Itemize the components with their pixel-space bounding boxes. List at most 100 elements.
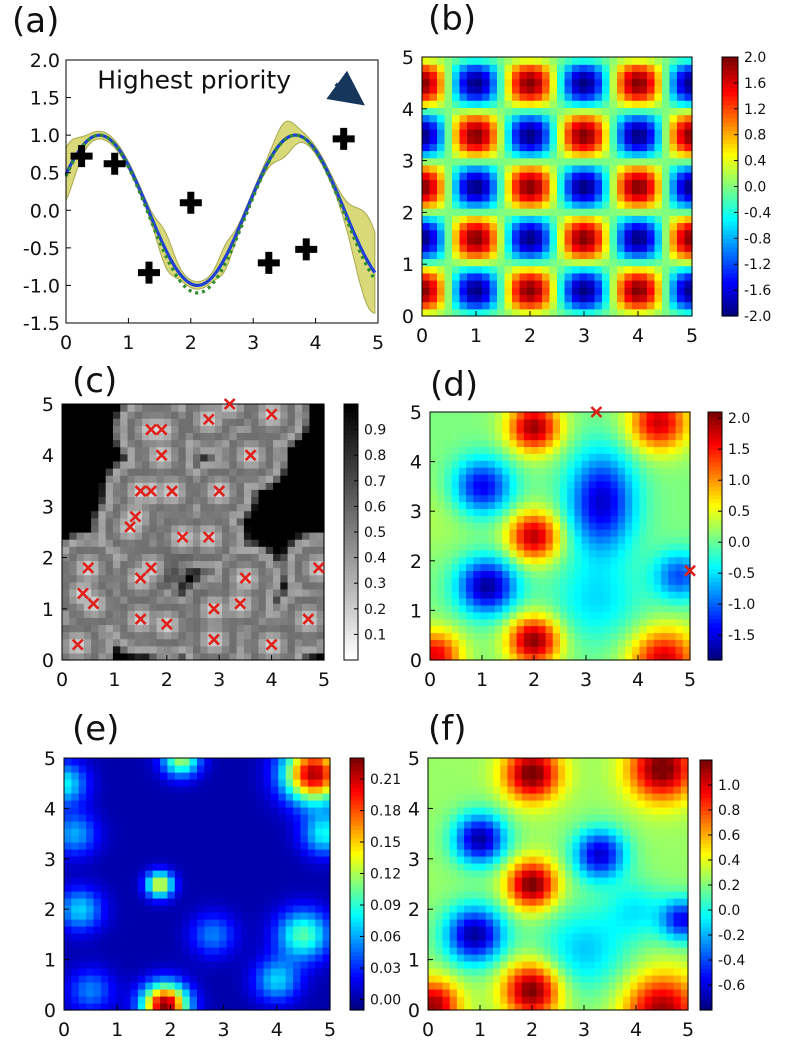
heatmap-cell <box>467 78 476 87</box>
heatmap-cell <box>78 814 87 822</box>
heatmap-cell <box>502 453 511 461</box>
heatmap-cell <box>684 251 693 260</box>
colorbar-segment <box>708 544 722 549</box>
heatmap-cell <box>669 200 678 209</box>
heatmap-cell <box>466 639 474 647</box>
heatmap-cell <box>62 517 70 526</box>
heatmap-cell <box>149 574 158 583</box>
heatmap-cell <box>229 425 238 434</box>
heatmap-cell <box>451 653 460 661</box>
heatmap-cell <box>115 877 124 885</box>
heatmap-cell <box>497 136 506 144</box>
heatmap-cell <box>534 172 543 180</box>
heatmap-cell <box>167 800 176 808</box>
heatmap-cell <box>236 460 245 469</box>
heatmap-cell <box>489 280 498 288</box>
heatmap-cell <box>531 480 539 489</box>
heatmap-cell <box>609 244 618 252</box>
heatmap-cell <box>112 596 121 604</box>
heatmap-cell <box>444 294 453 303</box>
heatmap-cell <box>509 611 518 620</box>
heatmap-cell <box>142 539 150 547</box>
heatmap-cell <box>236 432 245 441</box>
heatmap-cell <box>527 294 536 303</box>
heatmap-cell <box>62 624 70 633</box>
heatmap-cell <box>527 121 536 130</box>
heatmap-cell <box>214 411 223 419</box>
heatmap-cell <box>452 193 461 202</box>
heatmap-cell <box>459 186 468 195</box>
heatmap-cell <box>495 529 503 537</box>
heatmap-cell <box>91 624 99 633</box>
heatmap-cell <box>617 639 626 647</box>
heatmap-cell <box>71 765 80 773</box>
heatmap-cell <box>83 603 92 611</box>
heatmap-cell <box>137 800 146 808</box>
heatmap-cell <box>115 856 124 864</box>
heatmap-cell <box>112 453 121 462</box>
heatmap-cell <box>519 100 528 108</box>
heatmap-cell <box>98 482 107 490</box>
heatmap-cell <box>639 412 648 420</box>
heatmap-cell <box>86 877 95 885</box>
heatmap-cell <box>149 624 158 633</box>
heatmap-cell <box>229 546 238 554</box>
heatmap-cell <box>214 645 223 654</box>
heatmap-cell <box>609 85 618 94</box>
heatmap-cell <box>516 522 525 530</box>
heatmap-cell <box>145 863 154 871</box>
heatmap-cell <box>527 64 536 72</box>
heatmap-cell <box>572 85 581 94</box>
sample-marker <box>134 613 147 625</box>
heatmap-cell <box>100 947 109 955</box>
heatmap-cell <box>152 926 161 934</box>
heatmap-cell <box>149 638 158 647</box>
heatmap-cell <box>112 439 121 448</box>
heatmap-cell <box>422 128 431 137</box>
heatmap-cell <box>120 624 129 633</box>
heatmap-cell <box>429 92 438 101</box>
heatmap-cell <box>603 536 612 544</box>
heatmap-cell <box>489 287 498 296</box>
heatmap-cell <box>98 453 107 462</box>
heatmap-cell <box>610 439 619 448</box>
heatmap-cell <box>430 453 438 461</box>
heatmap-cell <box>451 577 460 585</box>
heatmap-cell <box>86 891 95 899</box>
heatmap-cell <box>115 891 124 899</box>
heatmap-cell <box>430 577 438 585</box>
heatmap-cell <box>564 208 573 216</box>
heatmap-cell <box>145 891 154 899</box>
heatmap-cell <box>632 460 641 468</box>
heatmap-cell <box>653 432 662 441</box>
heatmap-cell <box>495 646 503 654</box>
colorbar-segment <box>722 74 738 80</box>
heatmap-cell <box>557 172 566 180</box>
heatmap-cell <box>512 244 521 252</box>
heatmap-cell <box>280 588 289 597</box>
heatmap-cell <box>265 489 274 498</box>
heatmap-cell <box>587 128 596 137</box>
heatmap-cell <box>609 193 618 202</box>
sample-marker <box>590 406 603 418</box>
heatmap-cell <box>574 536 583 544</box>
heatmap-cell <box>534 157 543 166</box>
colorbar-segment <box>722 303 738 308</box>
heatmap-cell <box>459 200 468 209</box>
heatmap-cell <box>100 793 109 801</box>
heatmap-cell <box>316 596 325 604</box>
heatmap-cell <box>587 244 596 252</box>
heatmap-cell <box>78 940 87 948</box>
heatmap-cell <box>474 128 483 137</box>
heatmap-cell <box>83 596 92 604</box>
heatmap-cell <box>545 618 554 627</box>
heatmap-cell <box>653 563 662 572</box>
heatmap-cell <box>302 603 311 611</box>
heatmap-cell <box>602 186 611 195</box>
heatmap-cell <box>677 301 686 310</box>
heatmap-cell <box>287 475 296 483</box>
heatmap-cell <box>572 280 581 288</box>
heatmap-cell <box>487 439 496 448</box>
heatmap-cell <box>495 542 503 551</box>
heatmap-cell <box>675 425 684 434</box>
